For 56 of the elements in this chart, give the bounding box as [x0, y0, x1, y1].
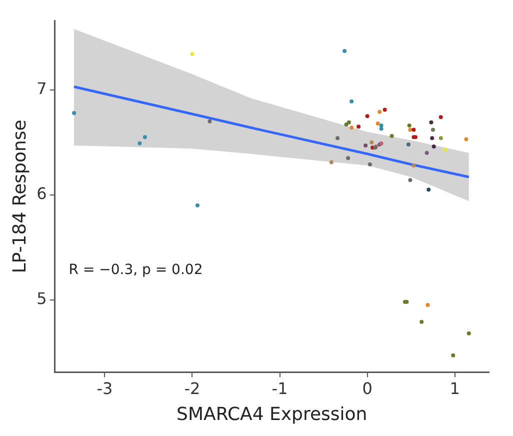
point: [406, 142, 410, 146]
point: [407, 124, 412, 128]
point: [426, 188, 431, 192]
point: [430, 128, 435, 132]
point: [342, 49, 347, 54]
y-tick-label: 7: [36, 79, 47, 98]
y-tick-label: 6: [36, 184, 47, 203]
annotation: R = −0.3, p = 0.02: [68, 262, 203, 278]
point: [350, 126, 354, 130]
point: [424, 150, 429, 155]
point: [408, 128, 412, 132]
point: [350, 99, 354, 104]
x-tick-label: -1: [272, 378, 288, 398]
point: [368, 162, 372, 166]
point: [208, 119, 212, 124]
point: [443, 148, 448, 152]
point: [438, 136, 443, 140]
point: [390, 134, 394, 138]
point: [426, 303, 430, 308]
point: [464, 137, 468, 142]
point: [190, 52, 194, 56]
point: [142, 135, 147, 140]
point: [412, 163, 416, 168]
y-axis-title: LP-184 Response: [9, 120, 30, 274]
x-tick-label: 0: [362, 378, 372, 398]
point: [412, 128, 416, 132]
point: [451, 353, 456, 358]
point: [72, 110, 76, 115]
x-tick-label: -2: [184, 378, 200, 398]
point: [408, 178, 412, 182]
point: [438, 115, 443, 120]
point: [370, 140, 374, 144]
x-tick-label: 1: [450, 378, 460, 398]
point: [365, 114, 370, 118]
point: [356, 124, 361, 129]
point: [329, 160, 334, 164]
point: [138, 141, 142, 146]
point: [429, 120, 434, 124]
point: [195, 203, 200, 208]
point: [378, 110, 382, 114]
point: [379, 126, 384, 131]
x-tick-label: -3: [96, 378, 113, 398]
point: [344, 122, 348, 127]
point: [420, 320, 424, 324]
x-axis-title: SMARCA4 Expression: [176, 404, 368, 425]
point: [346, 120, 351, 124]
point: [432, 144, 436, 149]
point: [364, 143, 368, 148]
point: [376, 121, 380, 126]
point: [336, 136, 340, 140]
point: [382, 108, 387, 112]
point: [346, 156, 350, 160]
y-tick-label: 5: [36, 288, 47, 308]
point: [379, 124, 384, 128]
point: [430, 136, 434, 140]
point: [466, 331, 471, 336]
